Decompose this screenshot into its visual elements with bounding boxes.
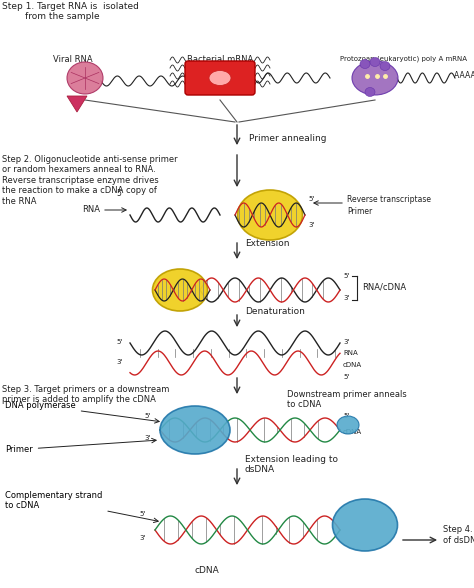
Text: AAAA 3': AAAA 3' <box>454 71 474 79</box>
Text: Reverse transcriptase: Reverse transcriptase <box>347 195 431 204</box>
Text: 3': 3' <box>140 535 146 541</box>
Ellipse shape <box>337 416 359 434</box>
Ellipse shape <box>153 269 208 311</box>
Text: 5': 5' <box>145 413 151 419</box>
Text: cDNA: cDNA <box>343 362 362 368</box>
Text: Bacterial mRNA: Bacterial mRNA <box>187 55 253 64</box>
Text: Denaturation: Denaturation <box>245 307 305 316</box>
Text: 3': 3' <box>117 359 123 365</box>
Text: Downstream primer anneals
to cDNA: Downstream primer anneals to cDNA <box>287 390 407 409</box>
Ellipse shape <box>67 62 103 94</box>
Ellipse shape <box>352 61 398 95</box>
Polygon shape <box>67 96 87 112</box>
Text: 3': 3' <box>343 339 349 345</box>
Text: cDNA: cDNA <box>343 429 362 435</box>
Text: 5': 5' <box>343 413 349 419</box>
Text: cDNA: cDNA <box>195 566 219 575</box>
Text: 5': 5' <box>140 511 146 517</box>
Text: 3': 3' <box>308 222 314 228</box>
Text: RNA: RNA <box>343 350 358 356</box>
Text: 5': 5' <box>308 196 314 202</box>
Ellipse shape <box>360 59 370 68</box>
Text: 5': 5' <box>343 374 349 380</box>
Ellipse shape <box>370 58 380 66</box>
Text: 5': 5' <box>117 339 123 345</box>
Text: Viral RNA: Viral RNA <box>53 55 93 64</box>
Ellipse shape <box>237 190 302 240</box>
Text: Step 4.  Regular PCR amplification
of dsDNA: Step 4. Regular PCR amplification of dsD… <box>443 525 474 544</box>
Ellipse shape <box>365 88 375 96</box>
Text: 3': 3' <box>145 435 151 441</box>
Text: 5': 5' <box>343 273 349 279</box>
Text: Primer annealing: Primer annealing <box>249 134 327 143</box>
Text: 3': 3' <box>343 295 349 301</box>
Text: 5': 5' <box>117 189 124 198</box>
Text: Primer: Primer <box>347 207 372 216</box>
Ellipse shape <box>380 62 390 71</box>
Text: Step 2. Oligonucleotide anti-sense primer
or random hexamers anneal to RNA.
Reve: Step 2. Oligonucleotide anti-sense prime… <box>2 155 178 206</box>
Text: Extension leading to
dsDNA: Extension leading to dsDNA <box>245 455 338 474</box>
Text: RNA/cDNA: RNA/cDNA <box>362 282 406 292</box>
Text: Protozoan (eukaryotic) poly A mRNA: Protozoan (eukaryotic) poly A mRNA <box>340 55 467 62</box>
Text: RNA: RNA <box>82 205 100 215</box>
Text: DNA polymerase: DNA polymerase <box>5 401 159 423</box>
Text: Step 3. Target primers or a downstream
primer is added to amplify the cDNA: Step 3. Target primers or a downstream p… <box>2 385 169 405</box>
FancyBboxPatch shape <box>185 61 255 95</box>
Text: Extension: Extension <box>245 239 290 248</box>
Ellipse shape <box>332 499 398 551</box>
Ellipse shape <box>160 406 230 454</box>
Ellipse shape <box>209 71 231 85</box>
Text: Step 1. Target RNA is  isolated
        from the sample: Step 1. Target RNA is isolated from the … <box>2 2 139 21</box>
Text: Primer: Primer <box>5 438 156 454</box>
Text: Complementary strand
to cDNA: Complementary strand to cDNA <box>5 490 158 523</box>
